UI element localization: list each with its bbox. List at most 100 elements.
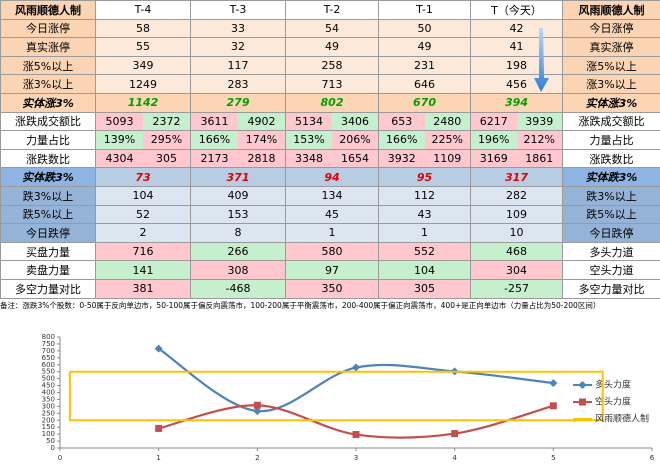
cell-pair: 153% 206% [286, 131, 378, 149]
table-value: 456 [470, 74, 563, 94]
row-label: 涨5%以上 [562, 55, 660, 76]
table-value: 394 [470, 92, 563, 113]
table-value: 279 [190, 92, 286, 113]
table-value: 109 [470, 204, 563, 225]
table-value: 2173 [191, 150, 238, 167]
row-label: 买盘力量 [0, 241, 96, 262]
point [253, 401, 261, 409]
table-value: T-1 [378, 0, 471, 20]
table-value: 10 [470, 223, 563, 243]
cell-pair: 4304 305 [96, 150, 190, 167]
x-tick-label: 1 [156, 454, 160, 462]
cell-pair: 5134 3406 [286, 113, 378, 130]
table-value: 49 [285, 37, 379, 57]
table-value: 104 [378, 260, 471, 280]
row-label: 跌5%以上 [0, 204, 96, 225]
table-row: 真实涨停 55 32 49 49 41 真实涨停 [0, 37, 660, 57]
row-label: 多头力道 [562, 241, 660, 262]
point [352, 363, 360, 372]
table-value: 52 [95, 204, 191, 225]
table-row: 今日涨停 58 33 54 50 42 今日涨停 [0, 18, 660, 39]
x-tick-label: 6 [650, 454, 655, 462]
cell-pair: 166% 225% [379, 131, 470, 149]
table-value: 134 [285, 185, 379, 206]
table-value: 580 [285, 241, 379, 262]
series-line [68, 370, 604, 422]
x-tick-label: 5 [551, 454, 555, 462]
y-tick-label: 600 [42, 361, 55, 369]
table-value: 308 [190, 260, 286, 280]
table-cell: 5134 3406 [285, 111, 379, 132]
table-row: 风雨顺德人制 T-4 T-3 T-2 T-1 T（今天） 风雨顺德人制 [0, 0, 660, 20]
table-value: 117 [190, 55, 286, 76]
table-value: 1 [285, 223, 379, 243]
table-value: 2818 [238, 150, 285, 167]
table-value: 3932 [379, 150, 425, 167]
table-value: 381 [95, 278, 191, 299]
row-label: 涨3%以上 [562, 74, 660, 94]
cell-pair: 6217 3939 [471, 113, 562, 130]
table-cell: 153% 206% [285, 130, 379, 150]
cell-pair: 196% 212% [471, 131, 562, 149]
table-cell: 3932 1109 [378, 148, 471, 169]
row-label: 真实涨停 [0, 37, 96, 57]
table-value: 282 [470, 185, 563, 206]
cell-pair: 3348 1654 [286, 150, 378, 167]
table-value: 3611 [191, 113, 238, 130]
table-value: 33 [190, 18, 286, 39]
row-label: 今日涨停 [0, 18, 96, 39]
y-tick-label: 150 [42, 423, 55, 431]
y-tick-label: 700 [42, 347, 55, 355]
point [253, 407, 262, 416]
legend-marker [578, 381, 587, 389]
y-tick-label: 200 [42, 416, 55, 424]
table-value: 1109 [424, 150, 470, 167]
row-label: 风雨顺德人制 [0, 0, 96, 20]
cell-pair: 3932 1109 [379, 150, 470, 167]
table-value: 153% [286, 131, 332, 149]
table-value: 295% [143, 131, 190, 149]
cell-pair: 3611 4902 [191, 113, 285, 130]
row-label: 实体涨3% [562, 92, 660, 113]
table-value: 1249 [95, 74, 191, 94]
cell-pair: 3169 1861 [471, 150, 562, 167]
table-cell: 196% 212% [470, 130, 563, 150]
table-value: 212% [516, 131, 562, 149]
point [451, 430, 459, 438]
x-tick-label: 3 [354, 454, 358, 462]
row-label: 实体跌3% [562, 167, 660, 187]
table-value: 141 [95, 260, 191, 280]
row-label: 涨5%以上 [0, 55, 96, 76]
y-tick-label: 550 [42, 368, 55, 376]
table-value: 670 [378, 92, 471, 113]
y-tick-label: 450 [42, 382, 55, 390]
legend-label: 空头力度 [595, 396, 631, 408]
table-value: T-3 [190, 0, 286, 20]
table-value: 225% [424, 131, 470, 149]
x-tick-label: 4 [452, 454, 457, 462]
cell-pair: 653 2480 [379, 113, 470, 130]
table-value: 174% [238, 131, 285, 149]
row-label: 今日跌停 [0, 223, 96, 243]
table-value: 42 [470, 18, 563, 39]
table-value: 552 [378, 241, 471, 262]
row-label: 实体涨3% [0, 92, 96, 113]
point [549, 379, 558, 388]
table-row: 实体涨3% 1142 279 802 670 394 实体涨3% [0, 92, 660, 113]
table-value: 1861 [516, 150, 562, 167]
table-value: 646 [378, 74, 471, 94]
table-value: 8 [190, 223, 286, 243]
cell-pair: 139% 295% [96, 131, 190, 149]
table-value: 95 [378, 167, 471, 187]
row-label: 空头力道 [562, 260, 660, 280]
row-label: 跌3%以上 [562, 185, 660, 206]
table-value: 206% [332, 131, 378, 149]
table-value: 266 [190, 241, 286, 262]
table-value: 231 [378, 55, 471, 76]
table-cell: 6217 3939 [470, 111, 563, 132]
table-value: -468 [190, 278, 286, 299]
table-value: 50 [378, 18, 471, 39]
table-value: T-2 [285, 0, 379, 20]
table-cell: 3348 1654 [285, 148, 379, 169]
